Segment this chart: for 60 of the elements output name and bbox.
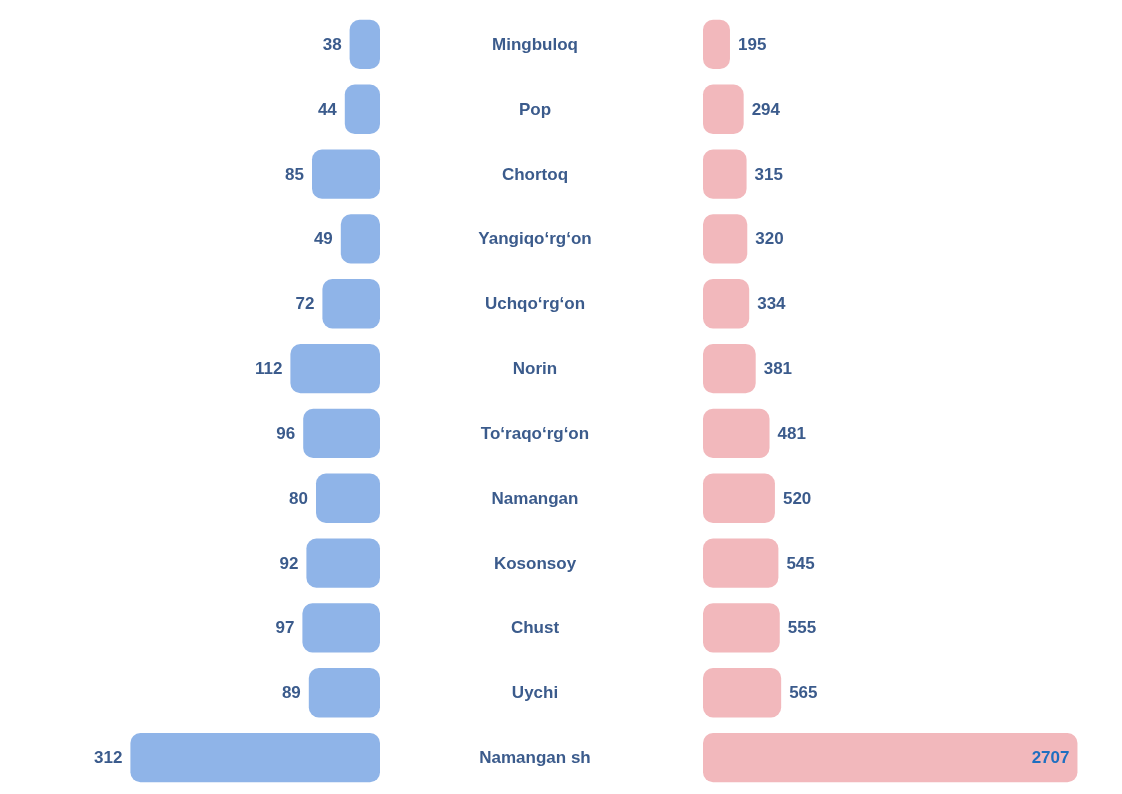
data-label: 112 <box>254 359 283 379</box>
y-tick-label: Norin <box>512 359 558 379</box>
data-label: 92 <box>279 553 299 573</box>
data-label: 195 <box>737 34 767 54</box>
bar <box>703 279 750 329</box>
data-label: 80 <box>289 488 308 508</box>
data-label: 96 <box>276 423 296 443</box>
data-label: 89 <box>281 683 301 703</box>
data-label: 520 <box>782 488 812 508</box>
data-label: 334 <box>757 294 787 314</box>
bar <box>322 279 380 329</box>
bar <box>703 538 779 588</box>
data-label: 565 <box>789 683 818 703</box>
bar <box>703 473 775 523</box>
data-label: 49 <box>313 229 333 249</box>
bar <box>703 668 782 718</box>
y-tick-label: To‘raqo‘rg‘on <box>480 423 590 443</box>
data-label: 72 <box>295 294 315 314</box>
y-tick-label: Yangiqo‘rg‘on <box>478 229 592 249</box>
bar <box>303 408 380 459</box>
y-tick-label: Kosonsoy <box>493 553 577 573</box>
y-tick-label: Namangan sh <box>479 748 591 768</box>
data-label: 315 <box>754 164 783 184</box>
data-label: 312 <box>94 748 123 768</box>
y-tick-label: Uychi <box>511 683 559 703</box>
data-label: 85 <box>285 164 304 184</box>
data-label: 2707 <box>1031 748 1070 768</box>
bar <box>302 603 380 653</box>
data-label: 44 <box>317 99 338 119</box>
bar <box>703 408 770 459</box>
y-tick-label: Uchqo‘rg‘on <box>484 294 586 314</box>
bar <box>130 732 380 783</box>
data-label: 294 <box>751 99 781 119</box>
bar <box>703 19 730 70</box>
data-label: 320 <box>755 229 784 249</box>
bar <box>308 668 380 718</box>
bar <box>703 732 1078 783</box>
bar <box>703 84 744 134</box>
bar <box>306 538 380 588</box>
bar <box>703 149 747 199</box>
data-label: 97 <box>275 618 295 638</box>
bar <box>312 149 380 199</box>
y-tick-label: Mingbuloq <box>492 34 578 54</box>
y-tick-label: Namangan <box>491 488 579 508</box>
y-tick-label: Pop <box>518 99 552 119</box>
bar <box>340 214 380 264</box>
bar <box>349 19 380 70</box>
data-label: 545 <box>786 553 815 573</box>
y-tick-label: Chortoq <box>501 164 569 184</box>
bar <box>290 343 380 394</box>
bar <box>316 473 380 523</box>
bar <box>703 603 780 653</box>
data-label: 481 <box>777 423 806 443</box>
bar <box>703 214 748 264</box>
data-label: 381 <box>763 359 793 379</box>
y-tick-label: Chust <box>510 618 560 638</box>
data-label: 555 <box>787 618 817 638</box>
bar <box>703 343 756 394</box>
data-label: 38 <box>322 34 342 54</box>
bar <box>344 84 380 134</box>
